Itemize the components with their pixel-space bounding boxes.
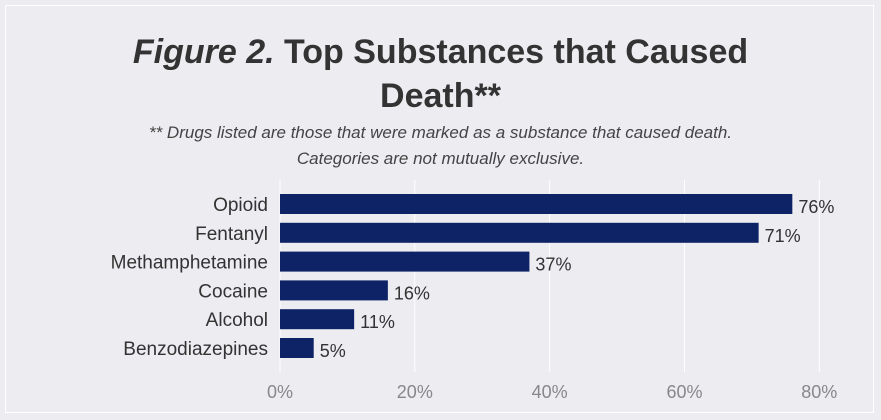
- x-tick-label: 60%: [666, 382, 702, 402]
- value-label: 71%: [765, 226, 801, 246]
- x-tick-label: 40%: [532, 382, 568, 402]
- category-label: Benzodiazepines: [123, 339, 268, 360]
- category-label: Methamphetamine: [111, 253, 268, 274]
- subtitle-line-2: Categories are not mutually exclusive.: [296, 149, 585, 168]
- bars: [280, 194, 793, 358]
- value-label: 37%: [535, 255, 571, 275]
- value-label: 5%: [320, 341, 346, 361]
- chart-subtitle: ** Drugs listed are those that were mark…: [0, 120, 881, 172]
- value-label: 16%: [394, 283, 430, 303]
- bar: [280, 251, 530, 272]
- x-tick-labels: 0% 20% 40% 60% 80%: [267, 382, 837, 402]
- x-tick-label: 80%: [801, 382, 837, 402]
- title-line-1: Top Substances that Caused: [284, 33, 749, 71]
- chart-frame: [5, 5, 874, 413]
- bar: [280, 338, 314, 358]
- subtitle-line-1: ** Drugs listed are those that were mark…: [148, 123, 733, 142]
- x-tick-label: 0%: [267, 382, 293, 402]
- bar: [280, 222, 759, 243]
- category-label: Fentanyl: [195, 224, 268, 245]
- value-label: 76%: [798, 197, 834, 217]
- bar: [280, 280, 388, 301]
- chart-title: Figure 2. Top Substances that Caused Dea…: [0, 30, 881, 118]
- value-label: 11%: [360, 312, 395, 332]
- category-labels: Opioid Fentanyl Methamphetamine Cocaine Alco…: [111, 195, 268, 360]
- category-label: Cocaine: [198, 281, 268, 302]
- value-labels: 76% 71% 37% 16% 11% 5%: [320, 197, 835, 361]
- title-line-2: Death**: [380, 77, 501, 115]
- category-label: Alcohol: [206, 310, 268, 331]
- bar: [280, 194, 793, 214]
- x-tick-label: 20%: [397, 382, 433, 402]
- category-label: Opioid: [213, 195, 268, 216]
- figure-label: Figure 2.: [132, 33, 275, 71]
- bar: [280, 309, 355, 330]
